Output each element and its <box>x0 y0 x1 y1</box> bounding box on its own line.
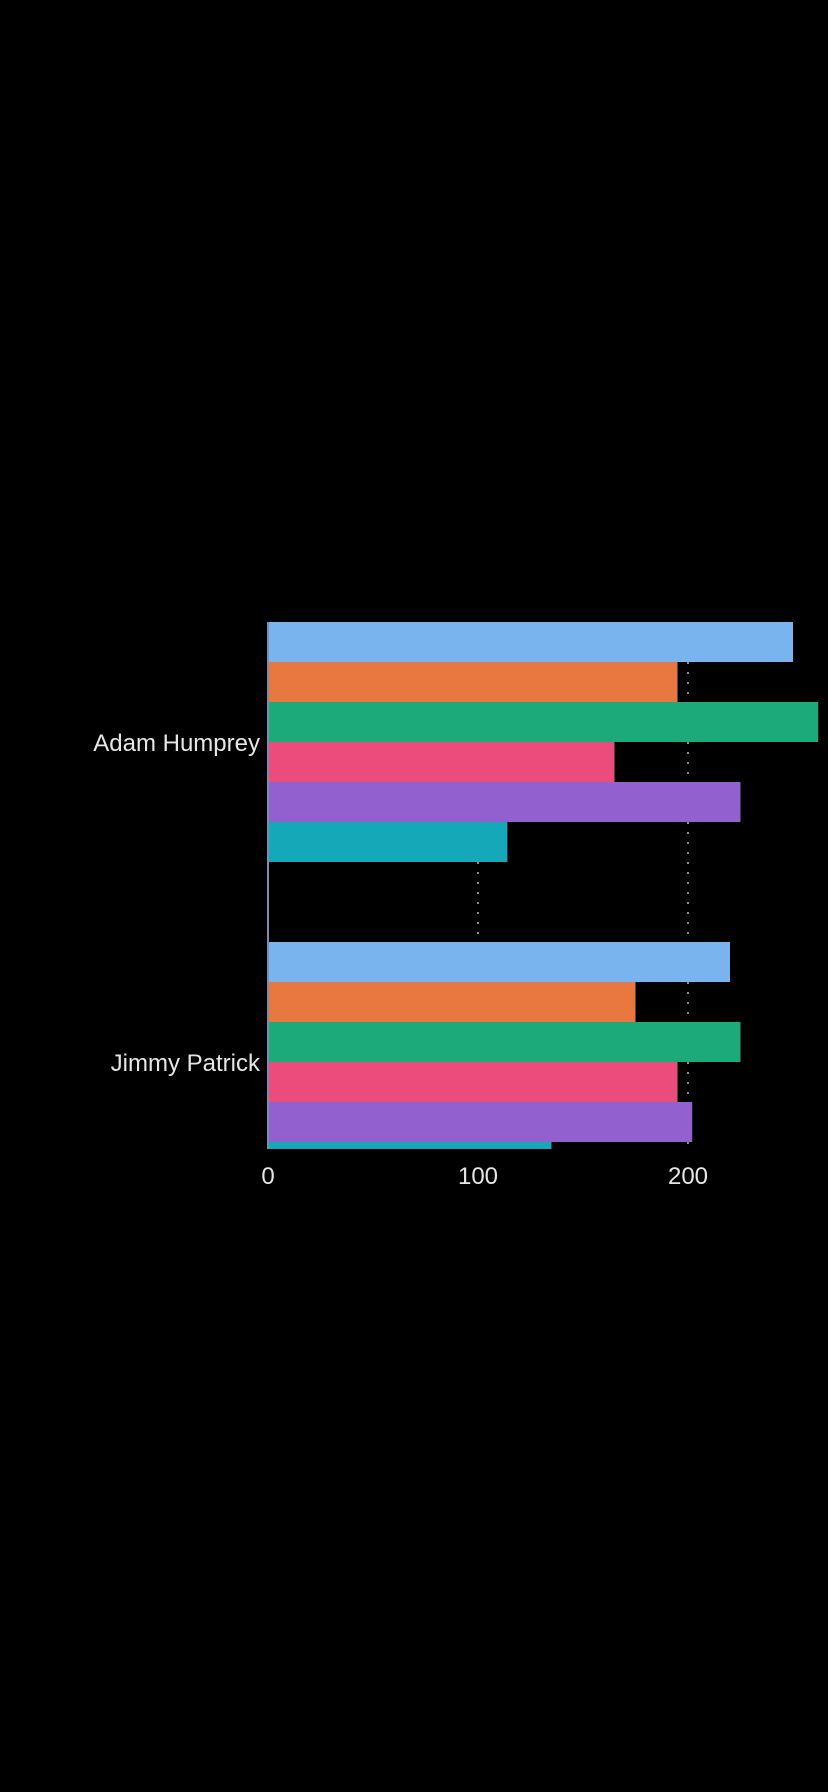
bar-2-3 <box>268 1022 741 1062</box>
bar-2-5 <box>268 1102 693 1142</box>
bar-2-2 <box>268 982 636 1022</box>
x-tick-label: 200 <box>668 1163 708 1190</box>
bar-1-2 <box>268 662 678 702</box>
bar-2-1 <box>268 942 730 982</box>
bar-1-5 <box>268 782 741 822</box>
category-label: Jimmy Patrick <box>111 1050 261 1077</box>
x-tick-label: 100 <box>458 1163 498 1190</box>
bar-1-3 <box>268 702 819 742</box>
bar-1-4 <box>268 742 615 782</box>
x-tick-label: 0 <box>261 1163 274 1190</box>
bar-2-6 <box>268 1142 552 1149</box>
category-label: Adam Humprey <box>93 730 260 757</box>
grid-layer <box>477 622 689 1145</box>
bars-layer <box>268 622 819 1149</box>
bar-1-6 <box>268 822 508 862</box>
bar-2-4 <box>268 1062 678 1102</box>
labels-layer: 0 100 200 Adam Humprey Jimmy Patrick <box>93 730 708 1190</box>
bar-1-1 <box>268 622 793 662</box>
